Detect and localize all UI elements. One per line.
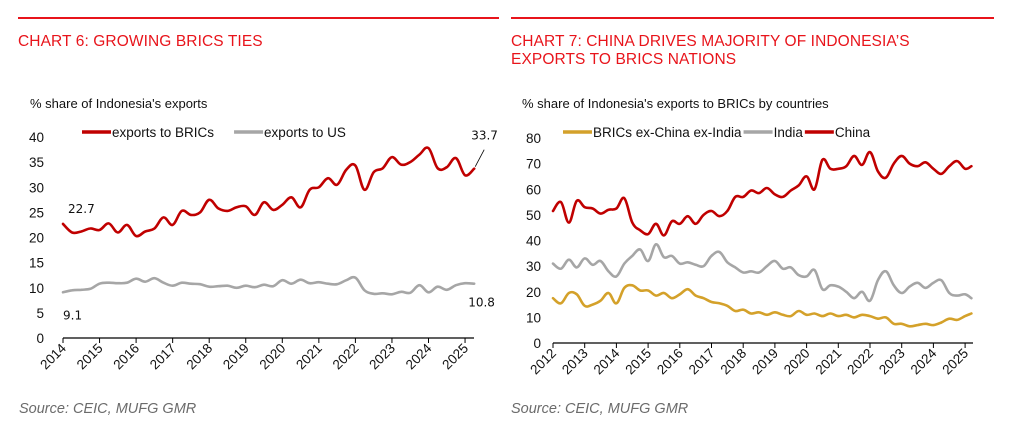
y-tick-label: 0: [533, 336, 541, 351]
x-tick-label: 2024: [908, 345, 940, 377]
chart-6-title: CHART 6: GROWING BRICS TIES: [18, 33, 263, 50]
legend-label: BRICs ex-China ex-India: [593, 125, 742, 140]
y-tick-label: 30: [29, 180, 44, 195]
y-tick-label: 40: [29, 130, 44, 145]
y-tick-label: 10: [29, 281, 44, 296]
chart-7-source: Source: CEIC, MUFG GMR: [511, 401, 689, 417]
chart-6-source: Source: CEIC, MUFG GMR: [19, 401, 197, 417]
y-tick-label: 50: [526, 208, 541, 223]
series-line-china: [551, 150, 973, 237]
y-tick-label: 15: [29, 256, 44, 271]
x-tick-label: 2013: [559, 346, 591, 378]
chart-7-header-rule: [511, 17, 994, 19]
x-tick-label: 2018: [717, 346, 749, 378]
x-tick-label: 2018: [183, 341, 215, 373]
y-tick-label: 25: [29, 205, 44, 220]
x-tick-label: 2012: [527, 346, 559, 378]
legend-label: exports to US: [264, 125, 346, 140]
y-tick-label: 40: [526, 234, 541, 249]
x-tick-label: 2022: [844, 346, 876, 378]
data-label: 33.7: [471, 129, 498, 143]
data-label-leader: [474, 149, 485, 167]
series-line-brics-ex-china-ex-india: [551, 283, 973, 328]
data-label: 10.8: [468, 296, 495, 310]
x-tick-label: 2024: [403, 340, 435, 372]
chart-6-header-rule: [18, 17, 499, 19]
y-tick-label: 70: [526, 157, 541, 172]
x-tick-label: 2016: [110, 341, 142, 373]
y-tick-label: 0: [36, 331, 44, 346]
x-tick-label: 2015: [622, 346, 654, 378]
x-tick-label: 2017: [147, 341, 179, 373]
y-tick-label: 60: [526, 182, 541, 197]
chart-7-panel: CHART 7: CHINA DRIVES MAJORITY OF INDONE…: [505, 0, 1010, 437]
chart-7-axis-subtitle: % share of Indonesia's exports to BRICs …: [522, 96, 829, 111]
data-label: 9.1: [63, 308, 82, 322]
y-tick-label: 5: [36, 306, 44, 321]
chart-6-axis-subtitle: % share of Indonesia's exports: [30, 96, 208, 111]
y-tick-label: 10: [526, 310, 541, 325]
x-tick-label: 2025: [939, 346, 971, 378]
series-line-exports-to-us: [61, 275, 476, 296]
x-tick-label: 2019: [220, 341, 252, 373]
x-tick-label: 2022: [330, 341, 362, 373]
x-tick-label: 2016: [654, 346, 686, 378]
x-tick-label: 2021: [293, 341, 325, 373]
legend-label: India: [774, 125, 804, 140]
y-tick-label: 20: [29, 231, 44, 246]
data-label: 22.7: [68, 202, 95, 216]
x-tick-label: 2015: [74, 341, 106, 373]
chart-6-panel: CHART 6: GROWING BRICS TIES % share of I…: [18, 17, 499, 417]
y-tick-label: 80: [526, 131, 541, 146]
legend-label: exports to BRICs: [112, 125, 214, 140]
x-tick-label: 2020: [257, 341, 289, 373]
x-tick-label: 2023: [366, 341, 398, 373]
series-line-exports-to-brics: [61, 146, 476, 238]
x-tick-label: 2025: [439, 341, 471, 373]
chart-7-title-line-1: CHART 7: CHINA DRIVES MAJORITY OF INDONE…: [511, 33, 910, 50]
chart-7-title-line-2: EXPORTS TO BRICS NATIONS: [511, 51, 737, 68]
x-tick-label: 2017: [686, 346, 718, 378]
x-tick-label: 2023: [876, 346, 908, 378]
series-line-india: [551, 243, 973, 303]
y-tick-label: 30: [526, 259, 541, 274]
x-tick-label: 2021: [813, 346, 845, 378]
legend-label: China: [835, 125, 871, 140]
y-tick-label: 35: [29, 155, 44, 170]
x-tick-label: 2019: [749, 346, 781, 378]
x-tick-label: 2020: [781, 346, 813, 378]
x-tick-label: 2014: [591, 345, 623, 377]
y-tick-label: 20: [526, 285, 541, 300]
